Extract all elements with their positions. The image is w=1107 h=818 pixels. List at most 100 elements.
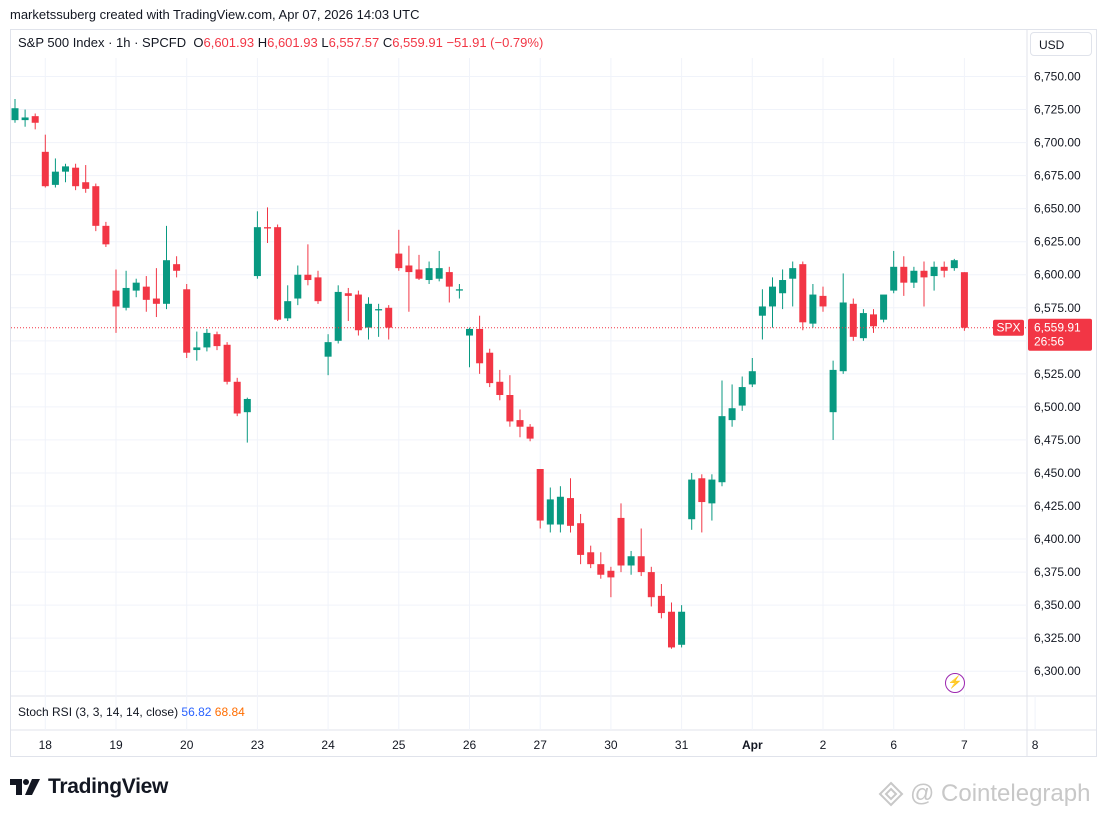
candle bbox=[627, 550, 635, 575]
candle bbox=[62, 163, 69, 183]
low-value: 6,557.57 bbox=[328, 35, 380, 50]
candle bbox=[213, 331, 221, 351]
candle bbox=[516, 409, 524, 438]
candle-body bbox=[31, 116, 39, 123]
candle-body bbox=[556, 496, 564, 525]
candle bbox=[142, 276, 150, 312]
candle bbox=[11, 98, 19, 123]
candle-body bbox=[243, 398, 251, 413]
candle-body bbox=[375, 309, 383, 311]
grid-lines bbox=[11, 30, 1096, 757]
candle-body bbox=[395, 253, 403, 269]
y-tick-label: 6,350.00 bbox=[1034, 598, 1081, 612]
candle bbox=[779, 269, 787, 310]
x-tick-label: 6 bbox=[890, 738, 897, 752]
candle bbox=[253, 211, 261, 279]
candle-body bbox=[678, 611, 686, 645]
stoch-rsi-legend[interactable]: Stoch RSI (3, 3, 14, 14, close) 56.82 68… bbox=[18, 705, 245, 719]
candle-body bbox=[435, 268, 443, 279]
candle bbox=[597, 552, 605, 579]
y-tick-label: 6,325.00 bbox=[1034, 631, 1081, 645]
tradingview-name: TradingView bbox=[48, 775, 169, 798]
candle bbox=[425, 261, 433, 284]
candle-body bbox=[920, 270, 928, 278]
candle bbox=[264, 207, 271, 244]
candle-body bbox=[890, 266, 898, 291]
candle bbox=[274, 224, 282, 321]
x-tick-label: 25 bbox=[392, 738, 406, 752]
candle bbox=[152, 268, 160, 318]
candle-body bbox=[708, 479, 716, 504]
candle bbox=[405, 245, 413, 312]
candle-body bbox=[203, 332, 211, 348]
candle bbox=[102, 221, 110, 247]
candle-body bbox=[617, 517, 625, 566]
candle-body bbox=[546, 499, 554, 525]
candle-body bbox=[253, 227, 261, 277]
candle bbox=[324, 334, 332, 376]
candle bbox=[385, 305, 393, 340]
candle-body bbox=[122, 287, 130, 308]
candle bbox=[21, 109, 29, 127]
candle bbox=[859, 309, 867, 341]
y-tick-label: 6,375.00 bbox=[1034, 565, 1081, 579]
candle bbox=[183, 283, 191, 358]
x-tick-label: 8 bbox=[1032, 738, 1039, 752]
tradingview-logo[interactable]: TradingView bbox=[10, 775, 168, 799]
candle bbox=[486, 348, 494, 388]
candle bbox=[678, 605, 686, 648]
lightning-icon[interactable]: ⚡ bbox=[945, 673, 965, 693]
y-tick-label: 6,575.00 bbox=[1034, 301, 1081, 315]
candle-body bbox=[657, 595, 665, 614]
price-tag-symbol: SPX bbox=[996, 321, 1020, 335]
time-axis: 18 19 20 23 24 25 26 27 30 31 Apr 2 6 7 8 bbox=[39, 738, 1039, 752]
candle-body bbox=[789, 268, 797, 279]
cointelegraph-logo-icon bbox=[878, 781, 904, 807]
y-tick-label: 6,650.00 bbox=[1034, 202, 1081, 216]
candle-body bbox=[163, 260, 170, 304]
candle-body bbox=[193, 347, 201, 351]
candle-body bbox=[51, 171, 59, 185]
candle-body bbox=[112, 290, 120, 307]
candle bbox=[890, 250, 898, 294]
candle-body bbox=[728, 408, 736, 421]
candle-body bbox=[567, 498, 574, 526]
candle-body bbox=[587, 552, 595, 565]
candle-body bbox=[82, 182, 90, 189]
candle bbox=[819, 286, 827, 312]
candle bbox=[809, 283, 817, 328]
candle bbox=[536, 469, 544, 529]
candle bbox=[243, 397, 251, 443]
currency-button[interactable]: USD bbox=[1030, 32, 1092, 56]
change-value: −51.91 (−0.79%) bbox=[446, 35, 544, 50]
candle-body bbox=[839, 302, 847, 372]
candle-body bbox=[779, 280, 787, 294]
y-tick-label: 6,675.00 bbox=[1034, 169, 1081, 183]
candle bbox=[314, 270, 322, 304]
candle-body bbox=[415, 269, 423, 279]
stoch-rsi-d-value: 68.84 bbox=[214, 705, 245, 719]
candle-body bbox=[748, 371, 756, 385]
candle bbox=[435, 250, 443, 282]
candle bbox=[789, 261, 797, 307]
symbol-title[interactable]: S&P 500 Index · 1h · SPCFD bbox=[18, 35, 187, 50]
candle-body bbox=[385, 307, 393, 328]
candle bbox=[880, 294, 888, 323]
candle-body bbox=[516, 420, 524, 427]
symbol-legend: S&P 500 Index · 1h · SPCFD O 6,601.93 H … bbox=[18, 35, 543, 50]
candle-body bbox=[284, 301, 292, 319]
candle bbox=[637, 528, 645, 577]
candle bbox=[375, 303, 383, 337]
candle bbox=[769, 277, 776, 328]
candle-body bbox=[849, 303, 857, 337]
cointelegraph-watermark: @ Cointelegraph bbox=[878, 780, 1090, 808]
candle-body bbox=[62, 166, 69, 172]
candle-body bbox=[950, 260, 958, 269]
candle-body bbox=[577, 523, 585, 555]
candle-body bbox=[142, 286, 150, 300]
x-tick-label: 19 bbox=[109, 738, 123, 752]
y-tick-label: 6,500.00 bbox=[1034, 400, 1081, 414]
stoch-rsi-k-value: 56.82 bbox=[181, 705, 212, 719]
candle-body bbox=[718, 416, 726, 483]
